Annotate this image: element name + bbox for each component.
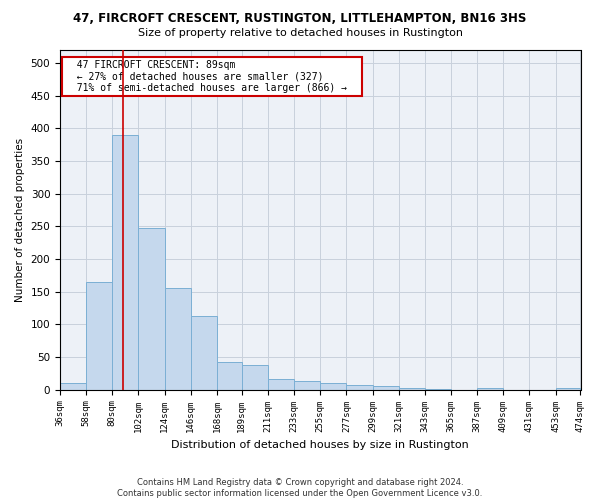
Bar <box>477 388 503 390</box>
Bar <box>191 316 217 390</box>
Y-axis label: Number of detached properties: Number of detached properties <box>15 138 25 302</box>
Bar <box>425 389 451 390</box>
Bar <box>242 365 268 390</box>
Bar <box>60 383 86 390</box>
Bar <box>320 383 346 390</box>
Bar <box>346 385 373 390</box>
Bar <box>164 288 191 390</box>
Text: Size of property relative to detached houses in Rustington: Size of property relative to detached ho… <box>137 28 463 38</box>
Bar <box>556 388 580 390</box>
Text: 47 FIRCROFT CRESCENT: 89sqm  
  ← 27% of detached houses are smaller (327)  
  7: 47 FIRCROFT CRESCENT: 89sqm ← 27% of det… <box>65 60 359 94</box>
Text: Contains HM Land Registry data © Crown copyright and database right 2024.
Contai: Contains HM Land Registry data © Crown c… <box>118 478 482 498</box>
Bar <box>294 380 320 390</box>
Bar <box>112 135 139 390</box>
Text: 47, FIRCROFT CRESCENT, RUSTINGTON, LITTLEHAMPTON, BN16 3HS: 47, FIRCROFT CRESCENT, RUSTINGTON, LITTL… <box>73 12 527 26</box>
X-axis label: Distribution of detached houses by size in Rustington: Distribution of detached houses by size … <box>172 440 469 450</box>
Bar <box>217 362 242 390</box>
Bar <box>268 378 294 390</box>
Bar <box>398 388 425 390</box>
Bar <box>86 282 112 390</box>
Bar <box>373 386 398 390</box>
Bar <box>139 228 164 390</box>
